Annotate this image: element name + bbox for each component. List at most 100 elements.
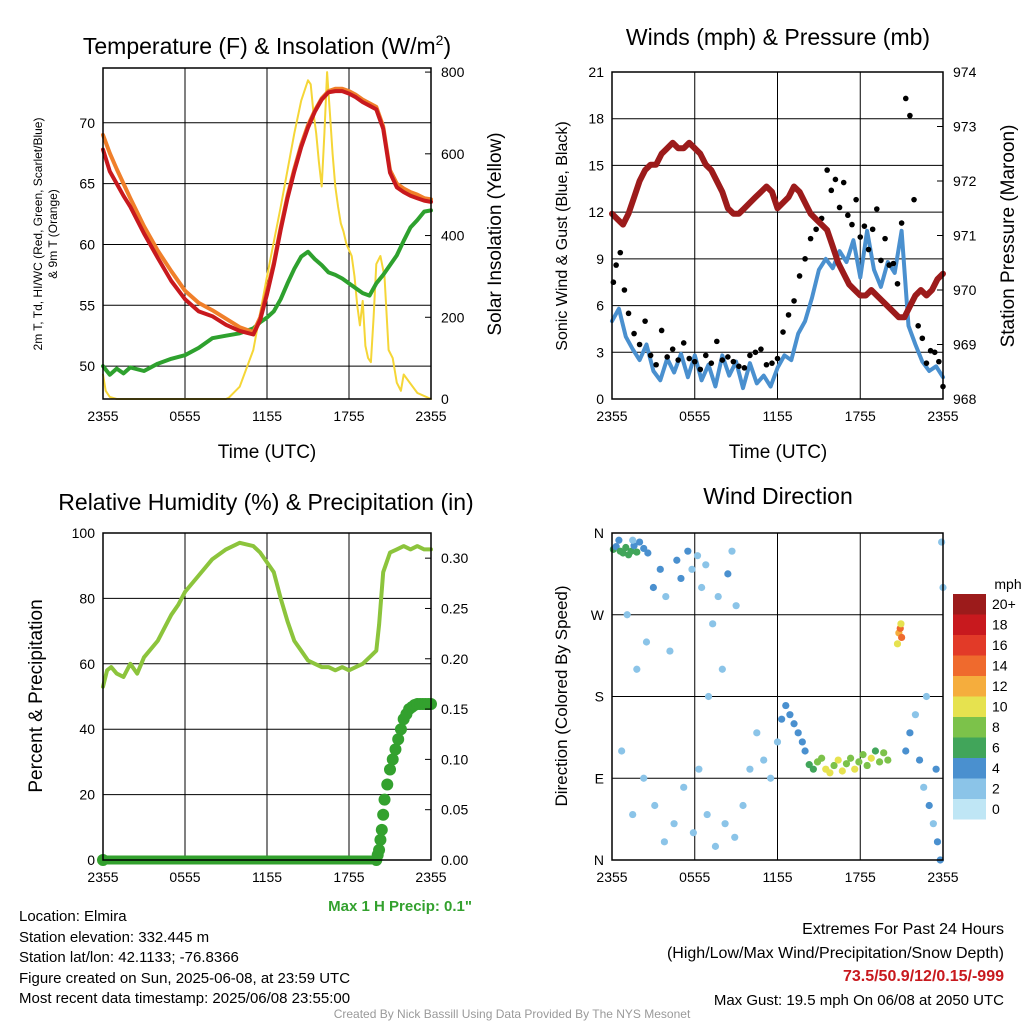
- series-gust-point: [874, 206, 880, 212]
- direction-point: [666, 647, 674, 655]
- temp-ylabel-right: Solar Insolation (Yellow): [485, 132, 506, 335]
- series-precip-point: [377, 808, 390, 821]
- series-gust-point: [824, 167, 830, 173]
- info-recent: Most recent data timestamp: 2025/06/08 2…: [19, 990, 351, 1007]
- y-tick-label: 21: [588, 64, 604, 80]
- wind-panel: Winds (mph) & Pressure (mb) 2355 0555 1155…: [554, 24, 1019, 463]
- direction-point: [875, 758, 884, 766]
- y-tick-label: N: [594, 525, 604, 541]
- colorbar-swatch: [953, 737, 986, 758]
- series-gust-point: [861, 223, 868, 229]
- x-tick-label: 2355: [415, 869, 446, 885]
- direction-point: [623, 611, 631, 619]
- series-gust-point: [752, 349, 759, 356]
- direction-point: [834, 756, 842, 764]
- direction-point: [786, 711, 794, 719]
- wind-title: Winds (mph) & Pressure (mb): [626, 24, 930, 50]
- series-gust-point: [621, 287, 628, 293]
- y-tick-label: 18: [588, 111, 604, 127]
- direction-point: [640, 774, 648, 782]
- series-precip-point: [373, 843, 386, 856]
- direction-point: [867, 754, 875, 762]
- series-gust-point: [840, 179, 847, 186]
- y-right-tick-label: 0.10: [441, 751, 468, 767]
- direction-point: [842, 760, 851, 768]
- y-tick-label: 6: [596, 298, 604, 314]
- x-tick-label: 2355: [596, 408, 627, 424]
- temp-series: [101, 71, 433, 400]
- y-right-tick-label: 200: [441, 309, 465, 325]
- y-tick-label: 60: [79, 656, 95, 672]
- colorbar-swatch: [953, 717, 986, 738]
- series-gust-point: [807, 235, 814, 242]
- direction-point: [660, 838, 669, 846]
- series-temp2m-line: [101, 89, 433, 337]
- series-gust-point: [828, 187, 835, 194]
- direction-point: [798, 738, 806, 746]
- y-tick-label: N: [594, 852, 604, 868]
- temp-ylabel-line2: & 9m T (Orange): [46, 189, 60, 279]
- extremes-subtitle: (High/Low/Max Wind/Precipitation/Snow De…: [666, 944, 1004, 962]
- series-precip-point: [381, 778, 394, 791]
- direction-point: [622, 543, 630, 552]
- colorbar-label: 18: [992, 617, 1008, 633]
- direction-point: [767, 774, 775, 782]
- y-right-tick-label: 974: [953, 64, 977, 80]
- direction-point: [846, 754, 855, 762]
- direction-point: [680, 783, 688, 791]
- series-gust-point: [636, 341, 643, 348]
- x-tick-label: 1155: [252, 869, 282, 885]
- y-right-tick-label: 968: [953, 391, 977, 407]
- series-gust-point: [613, 262, 619, 268]
- direction-point: [721, 820, 729, 828]
- temp-frame: [102, 67, 432, 400]
- series-gust-point: [647, 352, 654, 359]
- series-gust-point: [923, 360, 930, 366]
- wind-series: [609, 95, 946, 391]
- direction-point: [893, 640, 902, 648]
- direction-point: [902, 747, 910, 755]
- info-location: Location: Elmira: [19, 908, 127, 925]
- y-right-tick-label: 0.20: [441, 651, 468, 667]
- series-gust-point: [869, 226, 876, 233]
- direction-point: [619, 549, 627, 557]
- series-gust-point: [845, 212, 851, 219]
- series-gust-point: [763, 361, 770, 368]
- series-precip-point: [375, 823, 388, 836]
- wind-ticks: 2355 0555 1155 1755 235503691215182196896997…: [588, 64, 976, 424]
- series-gust-point: [653, 361, 659, 368]
- extremes-box: Extremes For Past 24 Hours (High/Low/Max…: [667, 918, 1004, 1012]
- series-gust-point: [780, 329, 786, 335]
- wind-direction-panel: Wind Direction 2355 0555 1155 1755 2355NESWN…: [552, 483, 1022, 885]
- direction-point: [897, 620, 905, 628]
- colorbar-label: 14: [992, 658, 1008, 674]
- direction-point: [778, 715, 786, 723]
- y-right-tick-label: 971: [953, 228, 977, 244]
- info-created: Figure created on Sun, 2025-06-08, at 23…: [19, 969, 351, 987]
- series-gust-point: [853, 196, 859, 203]
- direction-point: [677, 574, 685, 583]
- x-tick-label: 0555: [169, 408, 200, 424]
- direction-point: [855, 758, 863, 766]
- series-gust-point: [664, 354, 670, 360]
- y-right-tick-label: 0.00: [441, 852, 468, 868]
- y-right-tick-label: 970: [953, 282, 977, 298]
- direction-point: [695, 765, 703, 773]
- direction-point: [938, 538, 946, 546]
- direction-point: [859, 751, 867, 759]
- wind-ylabel-right: Station Pressure (Maroon): [998, 125, 1019, 348]
- temp-xlabel: Time (UTC): [218, 442, 317, 463]
- temperature-panel: Temperature (F) & Insolation (W/m2) 2355…: [31, 32, 506, 463]
- direction-point: [688, 565, 696, 573]
- series-gust-point: [796, 273, 803, 279]
- series-gust-point: [680, 340, 687, 346]
- y-tick-label: 0: [87, 852, 95, 868]
- direction-point: [760, 756, 768, 764]
- direction-point: [915, 756, 924, 764]
- colorbar-label: 12: [992, 678, 1008, 694]
- direction-point: [724, 570, 732, 578]
- direction-point: [826, 769, 834, 777]
- direction-point: [633, 548, 641, 556]
- dir-title: Wind Direction: [703, 483, 853, 509]
- series-precip-point: [389, 743, 402, 756]
